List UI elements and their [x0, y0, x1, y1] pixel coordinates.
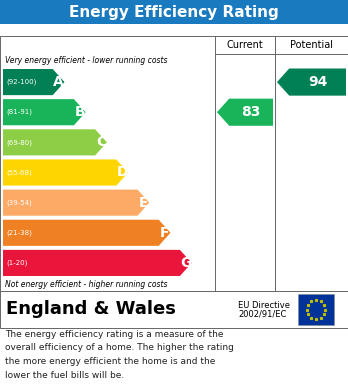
Text: EU Directive: EU Directive: [238, 301, 290, 310]
Polygon shape: [3, 190, 149, 216]
Bar: [0, 36, 348, 291]
Text: England & Wales: England & Wales: [6, 301, 176, 319]
Text: the more energy efficient the home is and the: the more energy efficient the home is an…: [5, 357, 215, 366]
Text: 94: 94: [308, 75, 327, 89]
Polygon shape: [3, 220, 171, 246]
Bar: [298, 294, 334, 325]
Text: Current: Current: [227, 40, 263, 50]
Text: 2002/91/EC: 2002/91/EC: [238, 310, 286, 319]
Polygon shape: [3, 99, 86, 125]
Text: Potential: Potential: [290, 40, 333, 50]
Text: (69-80): (69-80): [6, 139, 32, 145]
Polygon shape: [277, 68, 346, 96]
Text: C: C: [96, 135, 106, 149]
Text: (92-100): (92-100): [6, 79, 37, 85]
Bar: [0, 0, 348, 24]
Polygon shape: [217, 99, 273, 126]
Text: The energy efficiency rating is a measure of the: The energy efficiency rating is a measur…: [5, 330, 223, 339]
Text: A: A: [53, 75, 64, 89]
Text: Very energy efficient - lower running costs: Very energy efficient - lower running co…: [5, 56, 167, 65]
Text: (55-68): (55-68): [6, 169, 32, 176]
Text: (1-20): (1-20): [6, 260, 27, 266]
Text: (21-38): (21-38): [6, 230, 32, 236]
Text: E: E: [139, 196, 148, 210]
Text: B: B: [74, 105, 85, 119]
Text: F: F: [160, 226, 169, 240]
Polygon shape: [3, 250, 192, 276]
Text: 83: 83: [242, 105, 261, 119]
Text: Energy Efficiency Rating: Energy Efficiency Rating: [69, 5, 279, 20]
Text: (81-91): (81-91): [6, 109, 32, 115]
Bar: [0, 291, 348, 328]
Text: overall efficiency of a home. The higher the rating: overall efficiency of a home. The higher…: [5, 344, 234, 353]
Text: D: D: [117, 165, 128, 179]
Polygon shape: [3, 129, 107, 156]
Text: Not energy efficient - higher running costs: Not energy efficient - higher running co…: [5, 280, 167, 289]
Text: (39-54): (39-54): [6, 199, 32, 206]
Text: G: G: [180, 256, 191, 270]
Polygon shape: [3, 160, 128, 186]
Polygon shape: [3, 69, 64, 95]
Text: lower the fuel bills will be.: lower the fuel bills will be.: [5, 371, 124, 380]
